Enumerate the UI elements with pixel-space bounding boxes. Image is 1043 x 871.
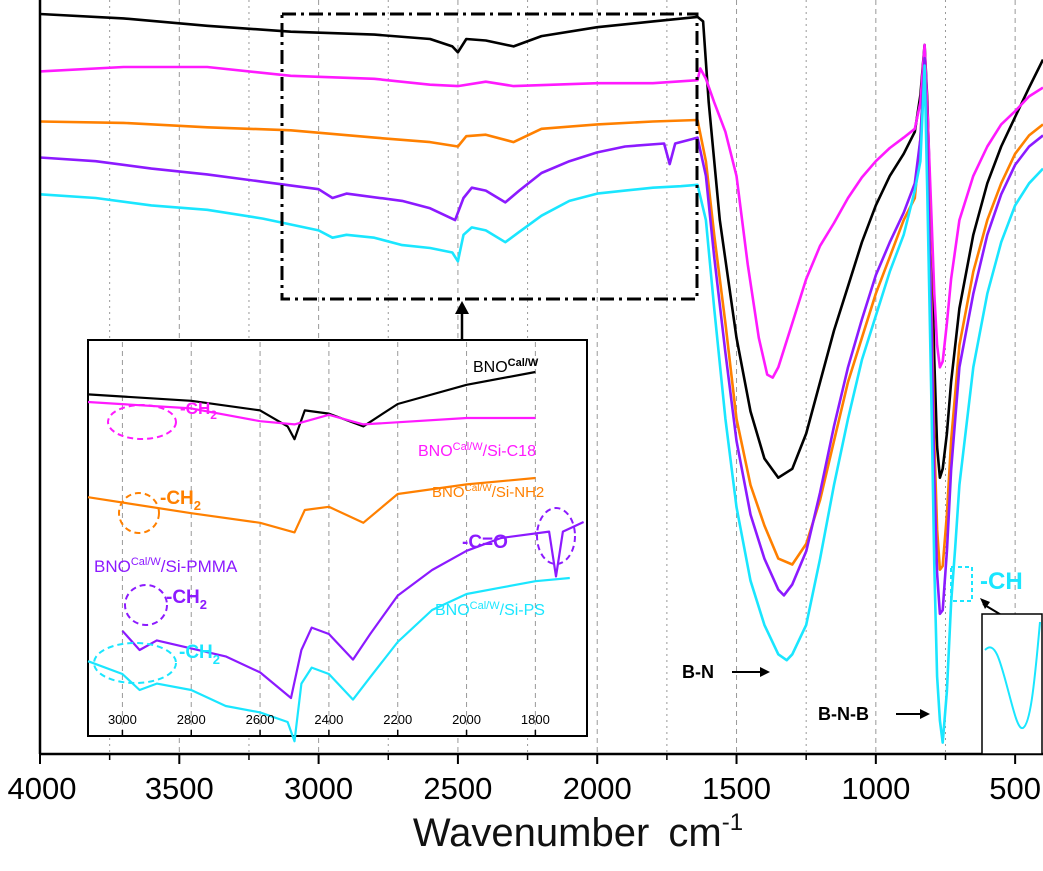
label-black-sup: Cal/W xyxy=(508,357,539,369)
series-line-magenta xyxy=(39,43,1043,379)
x-tick-label: 2000 xyxy=(563,771,632,806)
label-cyan-main: BNO xyxy=(435,602,470,619)
bn-label: B-N xyxy=(682,662,714,682)
label-orange-suffix: /Si-NH2 xyxy=(492,484,545,501)
ch2-label-orange: -CH2 xyxy=(160,488,201,513)
inset-series-line-cyan xyxy=(87,576,570,743)
label-orange-main: BNO xyxy=(432,484,465,501)
series-line-cyan xyxy=(39,64,1043,744)
ch2-magenta-sub: 2 xyxy=(210,408,217,422)
label-magenta-sup: Cal/W xyxy=(453,441,484,453)
label-orange-sup: Cal/W xyxy=(465,483,493,494)
series-line-purple xyxy=(39,56,1043,616)
co-label: -C=O xyxy=(462,532,508,553)
x-tick-label: 2500 xyxy=(423,771,492,806)
ch2-magenta-main: -CH xyxy=(180,399,210,418)
inset-label-magenta: BNOCal/W/Si-C18 xyxy=(418,441,536,460)
inset-label-purple: BNOCal/W/Si-PMMA xyxy=(94,556,238,576)
ch2-orange-sub: 2 xyxy=(194,498,201,513)
inset-series-line-orange xyxy=(87,476,536,534)
inset-series-line-black xyxy=(87,370,536,441)
label-magenta-main: BNO xyxy=(418,443,453,460)
x-tick-label: 3000 xyxy=(284,771,353,806)
ch2-label-magenta: -CH2 xyxy=(180,399,217,422)
inset-tick-label: 2000 xyxy=(452,712,481,727)
series-line-black xyxy=(39,12,1043,479)
x-tick-label: 4000 xyxy=(8,771,77,806)
ch2-label-cyan: -CH2 xyxy=(179,642,220,667)
inset-tick-label: 2600 xyxy=(246,712,275,727)
label-cyan-sup: Cal/W xyxy=(470,600,501,612)
inset-tick-label: 2800 xyxy=(177,712,206,727)
label-purple-suffix: /Si-PMMA xyxy=(161,557,238,576)
label-magenta-suffix: /Si-C18 xyxy=(483,443,536,460)
x-axis-title-sup: -1 xyxy=(722,809,743,836)
inset-series-line-magenta xyxy=(87,400,536,426)
inset-ticks-layer: 3000 2800 2600 2400 2200 2000 1800 xyxy=(108,712,550,736)
ch2-ellipse-magenta xyxy=(107,404,177,440)
inset-label-cyan: BNOCal/W/Si-PS xyxy=(435,600,545,619)
x-ticks-layer: 4000 3500 3000 2500 2000 1500 1000 500 xyxy=(8,754,1041,806)
series-line-orange xyxy=(39,56,1043,571)
label-purple-main: BNO xyxy=(94,557,131,576)
inset-series-layer xyxy=(87,370,585,743)
ch2-ellipse-orange xyxy=(118,492,160,534)
x-axis-title-word: Wavenumber xyxy=(413,811,649,855)
bnb-label: B-N-B xyxy=(818,704,869,724)
inset-label-black: BNOCal/W xyxy=(473,357,539,376)
x-tick-label: 1000 xyxy=(841,771,910,806)
co-ellipse xyxy=(536,507,576,565)
ch2-purple-main: -CH xyxy=(166,587,200,608)
label-cyan-suffix: /Si-PS xyxy=(500,602,545,619)
x-axis-title: Wavenumber cm-1 xyxy=(413,809,743,855)
bn-arrow-head-icon xyxy=(760,667,770,677)
ch2-ellipse-cyan xyxy=(93,642,177,684)
label-purple-sup: Cal/W xyxy=(131,556,162,568)
mini-inset-frame xyxy=(981,613,1043,755)
inset-label-orange: BNOCal/W/Si-NH2 xyxy=(432,483,544,501)
ch2-ellipse-purple xyxy=(124,584,168,626)
ch-arrow-head-icon xyxy=(980,598,990,609)
x-axis-title-unit: cm xyxy=(668,811,721,855)
x-tick-label: 3500 xyxy=(145,771,214,806)
inset-tick-label: 1800 xyxy=(521,712,550,727)
inset-tick-label: 2400 xyxy=(314,712,343,727)
ch2-cyan-sub: 2 xyxy=(213,652,220,667)
inset-tick-label: 2200 xyxy=(383,712,412,727)
x-tick-label: 500 xyxy=(989,771,1041,806)
ch-label: -CH xyxy=(980,568,1023,595)
inset-series-line-purple xyxy=(121,521,585,700)
bnb-arrow-head-icon xyxy=(920,709,930,719)
main-series-layer xyxy=(39,12,1043,744)
ch2-purple-sub: 2 xyxy=(200,597,207,612)
mini-inset-curve xyxy=(984,621,1041,730)
ch2-cyan-main: -CH xyxy=(179,642,213,663)
label-black-main: BNO xyxy=(473,359,508,376)
x-tick-label: 1500 xyxy=(702,771,771,806)
zoom-region-box xyxy=(280,12,699,301)
zoom-arrow-head-icon xyxy=(455,301,469,314)
ch-zoom-box xyxy=(950,566,973,602)
inset-tick-label: 3000 xyxy=(108,712,137,727)
ch2-label-purple: -CH2 xyxy=(166,587,207,612)
ch2-orange-main: -CH xyxy=(160,488,194,509)
